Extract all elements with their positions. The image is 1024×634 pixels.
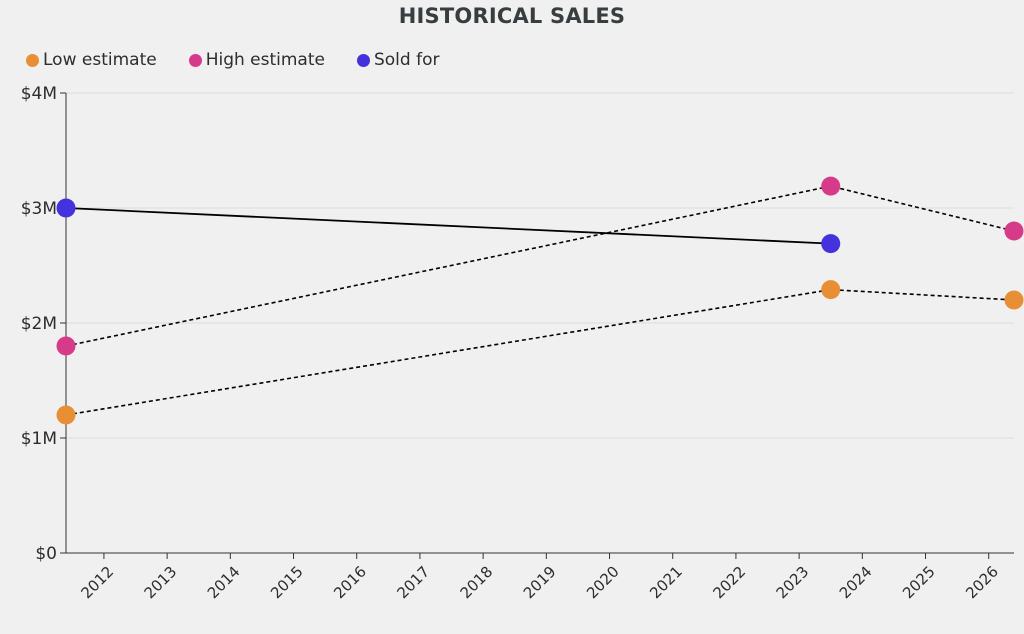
legend-item-high-estimate[interactable]: High estimate: [188, 50, 325, 70]
point-high-estimate-0: [56, 336, 76, 356]
point-high-estimate-1: [821, 176, 841, 196]
series-line-high-estimate: [65, 185, 1015, 347]
x-tick-label-12: 2024: [836, 563, 876, 603]
legend-swatch-sold-for: [356, 53, 370, 67]
x-tick-label-11: 2023: [773, 563, 813, 603]
x-tick-label-2: 2014: [204, 563, 244, 603]
point-low-estimate-0: [56, 405, 76, 425]
legend-label-sold-for: Sold for: [373, 50, 440, 70]
y-tick-label-4: $4M: [21, 84, 57, 104]
point-low-estimate-1: [821, 280, 841, 300]
series-line-low-estimate: [65, 288, 1015, 416]
legend-item-sold-for[interactable]: Sold for: [356, 50, 440, 70]
point-sold-for-0: [56, 198, 76, 218]
y-tick-label-1: $1M: [21, 429, 57, 449]
legend-swatch-high-estimate: [188, 53, 202, 67]
legend-item-low-estimate[interactable]: Low estimate: [26, 50, 157, 70]
x-tick-label-3: 2015: [267, 563, 307, 603]
point-low-estimate-2: [1004, 290, 1024, 310]
x-tick-label-7: 2019: [520, 563, 560, 603]
legend-label-high-estimate: High estimate: [205, 50, 325, 70]
x-tick-label-4: 2016: [330, 563, 370, 603]
legend: Low estimate High estimate Sold for: [26, 50, 471, 70]
y-tick-label-2: $2M: [21, 314, 57, 334]
y-tick-label-0: $0: [35, 544, 57, 564]
x-tick-label-14: 2026: [962, 563, 1002, 603]
x-tick-label-0: 2012: [77, 563, 117, 603]
x-tick-label-5: 2017: [393, 563, 433, 603]
x-tick-label-13: 2025: [899, 563, 939, 603]
series-line-sold-for: [65, 207, 831, 245]
x-tick-label-9: 2021: [646, 563, 686, 603]
point-high-estimate-2: [1004, 221, 1024, 241]
x-tick-label-8: 2020: [583, 563, 623, 603]
x-tick-label-6: 2018: [457, 563, 497, 603]
point-sold-for-1: [821, 234, 841, 254]
x-tick-label-10: 2022: [709, 563, 749, 603]
legend-swatch-low-estimate: [26, 53, 39, 67]
chart-title: HISTORICAL SALES: [398, 4, 626, 28]
x-tick-label-1: 2013: [141, 563, 181, 603]
y-tick-label-3: $3M: [21, 199, 57, 219]
legend-label-low-estimate: Low estimate: [43, 50, 157, 70]
